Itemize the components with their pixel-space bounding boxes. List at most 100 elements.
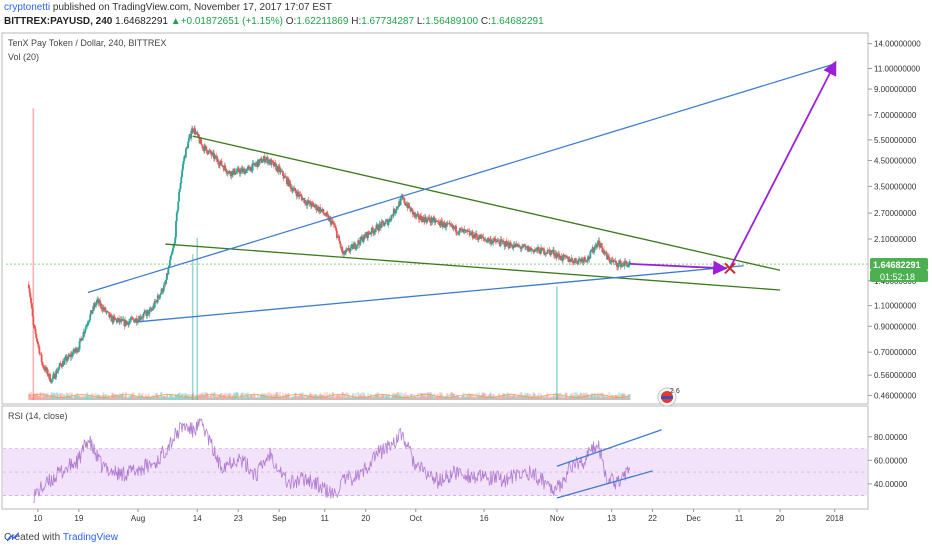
volume-bar xyxy=(201,396,204,400)
candle-body xyxy=(449,223,452,226)
time-tick-label: 2018 xyxy=(826,514,844,523)
volume-bar xyxy=(386,396,389,400)
volume-bar xyxy=(194,396,196,400)
candle-body xyxy=(395,206,398,211)
candle-body xyxy=(393,208,396,214)
volume-bar xyxy=(596,394,599,400)
candle-body xyxy=(337,235,340,237)
volume-bar xyxy=(441,395,444,400)
author-link[interactable]: cryptonetti xyxy=(4,2,51,13)
candle-body xyxy=(373,231,375,234)
volume-bar xyxy=(64,397,67,400)
volume-bar xyxy=(405,392,407,400)
volume-bar xyxy=(130,396,133,400)
volume-bar xyxy=(38,395,41,400)
candle-body xyxy=(200,138,202,145)
volume-bar xyxy=(71,397,74,400)
volume-bar xyxy=(574,392,577,400)
candle-body xyxy=(165,273,168,280)
candle-body xyxy=(562,254,564,261)
volume-bar xyxy=(323,392,326,400)
candle-body xyxy=(558,253,561,257)
volume-bar xyxy=(262,393,265,400)
volume-bar xyxy=(236,392,239,400)
candle-body xyxy=(216,158,219,162)
volume-bar xyxy=(65,395,67,400)
volume-bar xyxy=(447,397,450,400)
volume-bar xyxy=(86,392,89,400)
volume-bar xyxy=(87,394,90,400)
volume-bar xyxy=(434,396,437,400)
volume-bar xyxy=(175,394,178,400)
volume-bar xyxy=(619,397,621,400)
rsi-axis[interactable]: 80.00000 60.00000 40.00000 xyxy=(868,433,908,489)
volume-bar xyxy=(306,394,309,400)
volume-bar xyxy=(78,394,81,400)
candle-body xyxy=(215,155,218,160)
volume-bar xyxy=(374,393,377,400)
change-arrow-icon: ▲ xyxy=(170,16,181,27)
volume-bar xyxy=(455,395,458,400)
volume-bar xyxy=(132,392,135,400)
rsi-trend-upper xyxy=(556,429,662,467)
price-tick-label: 14.00000000 xyxy=(874,40,921,49)
price-chart[interactable]: 14.00000000 11.00000000 9.00000000 7.000000… xyxy=(0,0,932,530)
footer-brand[interactable]: TradingView xyxy=(62,532,118,543)
low-key: L: xyxy=(416,16,426,27)
volume-bar xyxy=(200,392,203,400)
volume-bar xyxy=(80,396,83,400)
candle-body xyxy=(619,260,622,268)
price-tick-label: 0.46000000 xyxy=(874,391,917,400)
volume-bar xyxy=(549,396,552,400)
volume-bar xyxy=(112,394,115,400)
candle-body xyxy=(41,362,44,365)
candle-body xyxy=(309,201,312,205)
candle-body xyxy=(483,238,485,240)
candle-body xyxy=(234,173,237,175)
volume-bar xyxy=(286,394,289,400)
time-axis[interactable]: 10 19 Aug 14 23 Sep 11 20 Oct 16 Nov 13 22 Dec 11 20 201… xyxy=(33,509,844,523)
price-axis[interactable]: 14.00000000 11.00000000 9.00000000 7.000000… xyxy=(868,40,921,401)
candle-body xyxy=(306,202,309,206)
volume-bar xyxy=(72,397,75,400)
volume-bar xyxy=(345,392,348,400)
volume-bar xyxy=(169,394,171,400)
candle-body xyxy=(411,209,414,215)
candle-body xyxy=(159,294,161,298)
candle-body xyxy=(516,243,519,247)
candle-body xyxy=(106,311,109,312)
candle-body xyxy=(45,367,48,371)
event-badge-icon[interactable]: 2 6 xyxy=(657,387,680,407)
candle-body xyxy=(420,215,422,221)
volume-bar xyxy=(326,395,329,400)
footer: Created with TradingView xyxy=(4,532,118,543)
volume-bar xyxy=(562,397,565,400)
time-tick-label: Oct xyxy=(410,514,423,523)
volume-bar xyxy=(179,396,182,400)
countdown-badge-text: 01:52:18 xyxy=(880,272,915,282)
volume-layer xyxy=(27,108,631,401)
candle-body xyxy=(490,238,492,244)
volume-bar xyxy=(131,392,133,400)
time-tick-label: 19 xyxy=(74,514,83,523)
candle-body xyxy=(28,288,31,293)
volume-bar xyxy=(150,395,153,400)
volume-bar xyxy=(401,397,404,400)
volume-bar xyxy=(600,392,603,400)
volume-bar xyxy=(541,397,544,400)
volume-bar xyxy=(469,395,472,400)
time-tick-label: Dec xyxy=(686,514,700,523)
volume-bar xyxy=(622,392,624,400)
candle-body xyxy=(494,238,497,242)
high-key: H: xyxy=(351,16,362,27)
candle-body xyxy=(87,321,90,324)
volume-bar xyxy=(483,392,485,400)
candle-body xyxy=(116,319,119,323)
projection-arrow-sideways xyxy=(629,260,728,276)
volume-bar xyxy=(496,396,498,400)
candle-body xyxy=(196,131,199,135)
candle-body xyxy=(183,156,186,161)
candle-body xyxy=(512,245,515,249)
candle-body xyxy=(441,221,444,227)
volume-bar xyxy=(67,394,70,400)
